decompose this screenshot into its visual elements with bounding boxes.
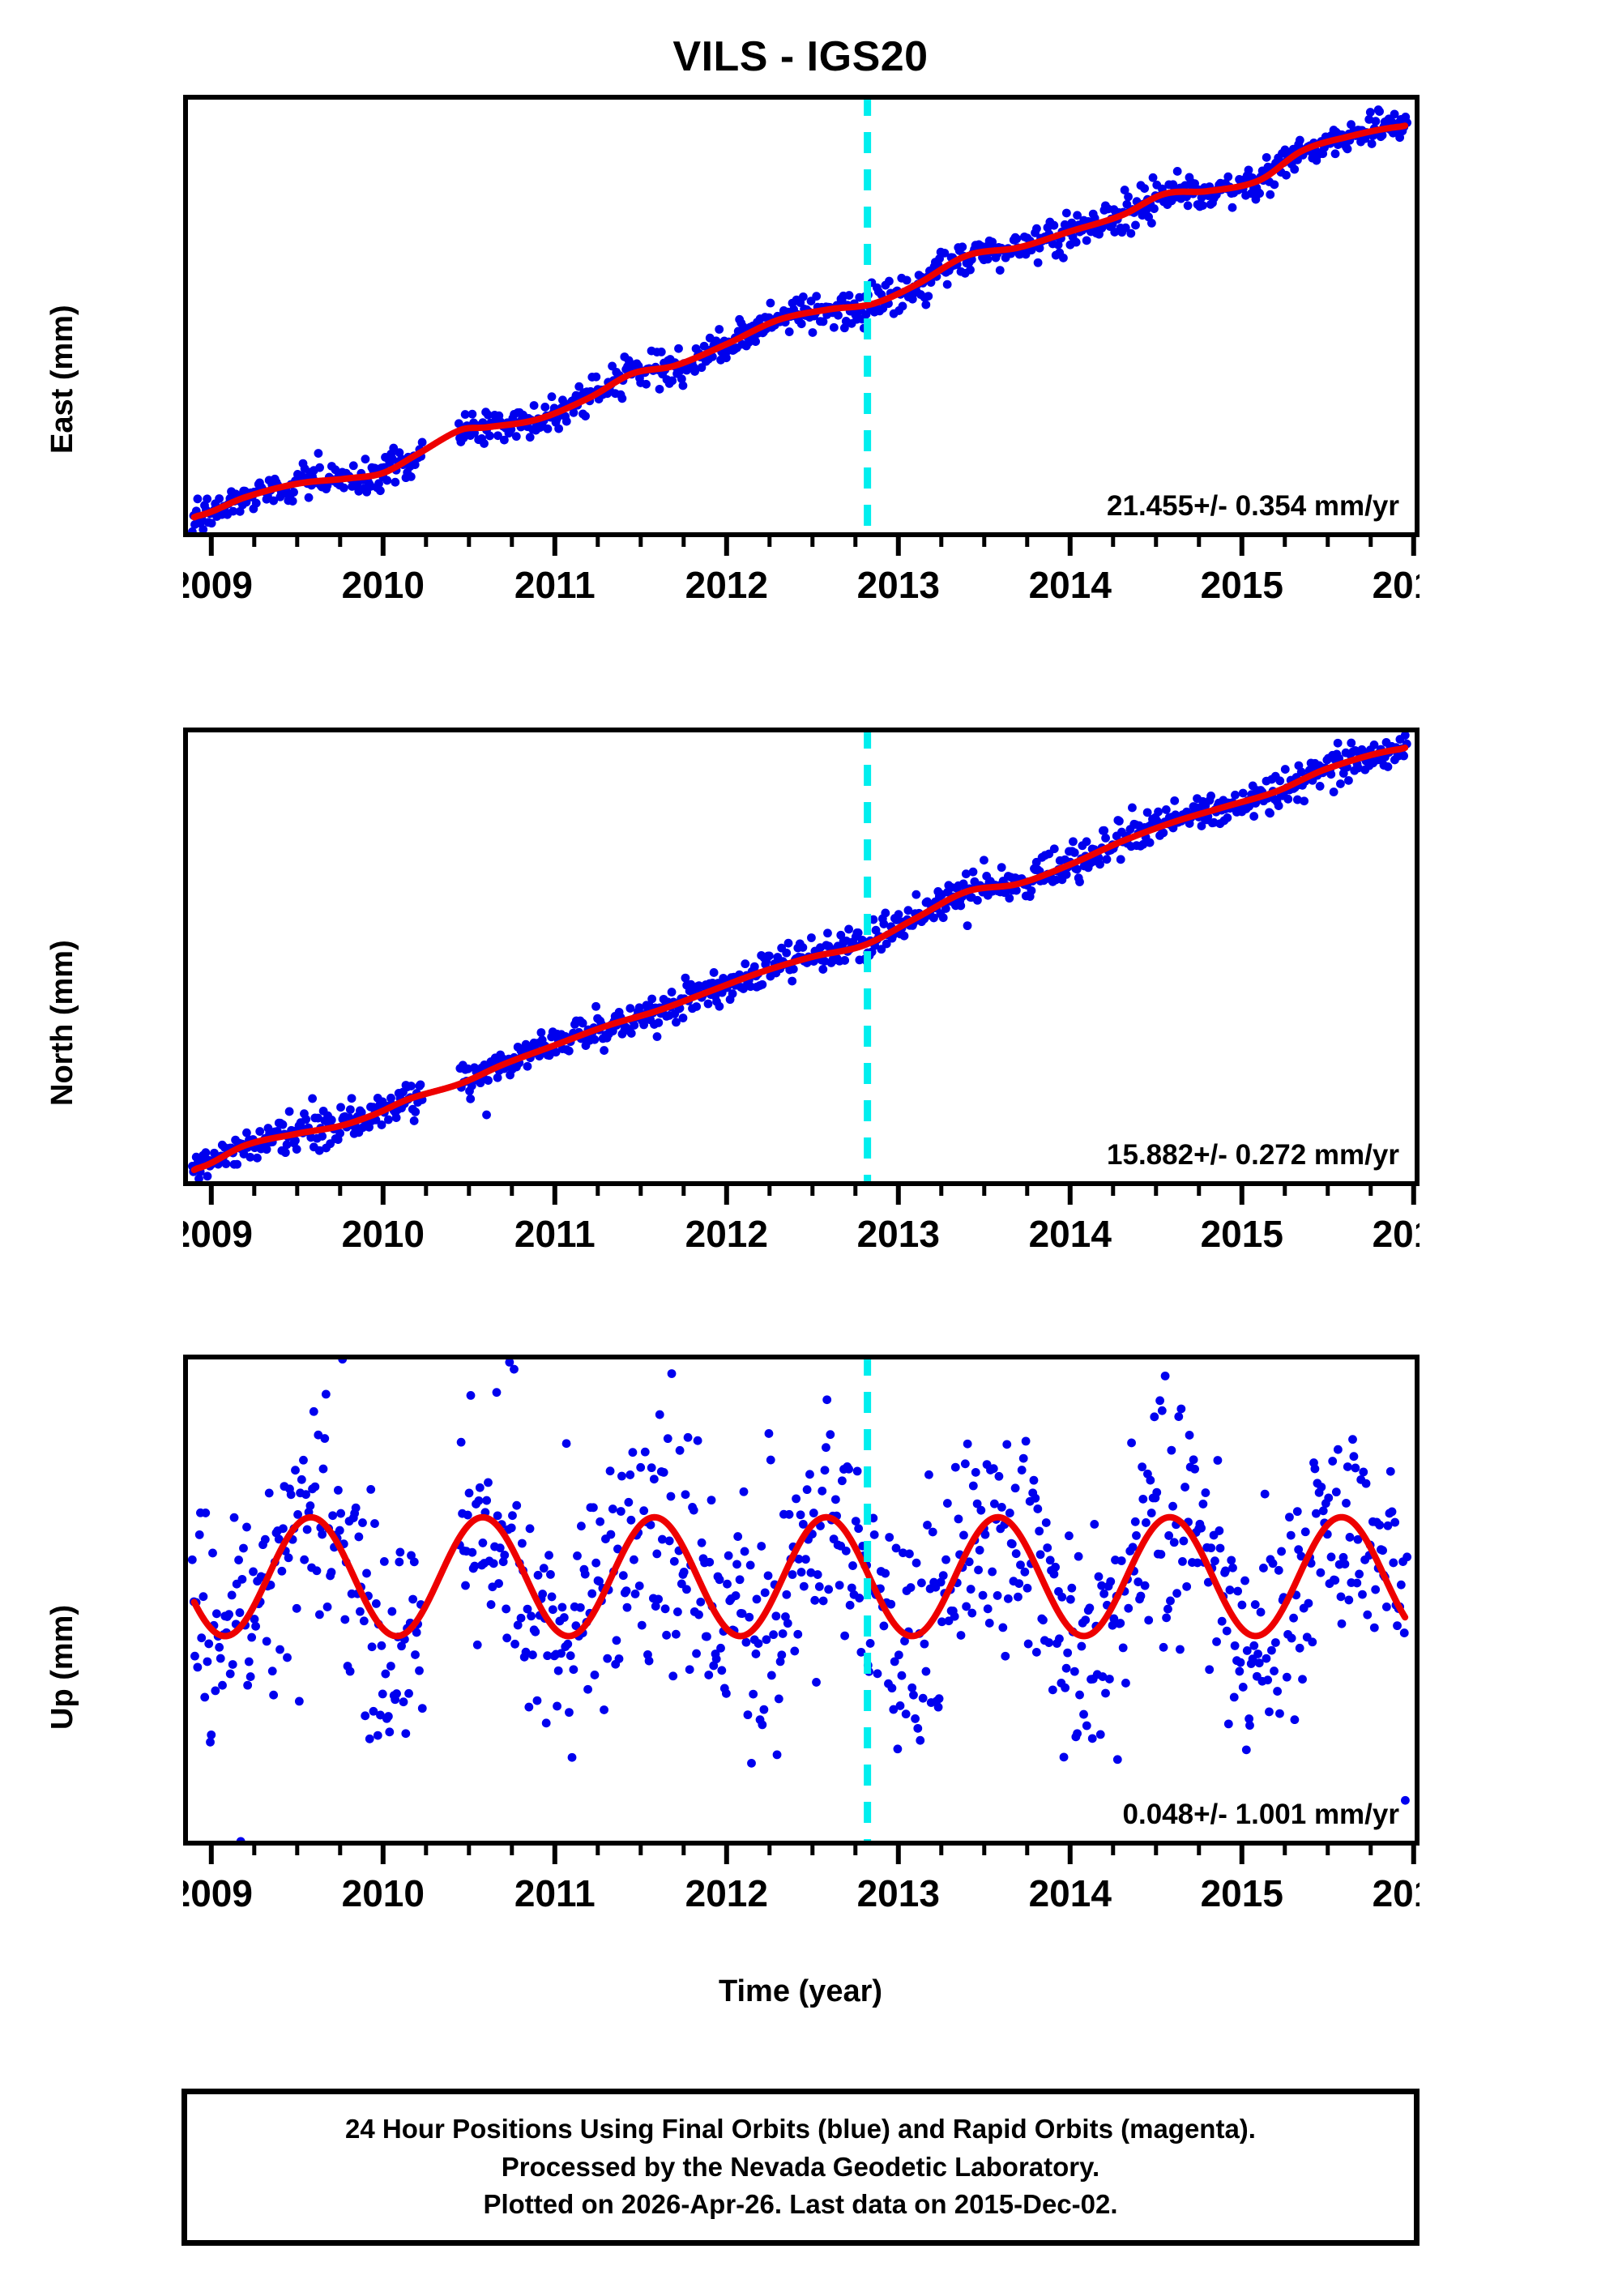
x-tick-label: 2009 — [183, 1213, 253, 1253]
plot-frame-up — [183, 1355, 1420, 1846]
rate-annotation-east: 21.455+/- 0.354 mm/yr — [1107, 490, 1399, 522]
x-tick-label: 2015 — [1201, 1872, 1283, 1912]
x-tick-label: 2015 — [1201, 1213, 1283, 1253]
rate-annotation-up: 0.048+/- 1.001 mm/yr — [1123, 1799, 1400, 1830]
footer-caption-box: 24 Hour Positions Using Final Orbits (bl… — [181, 2089, 1420, 2246]
x-tick-label: 2014 — [1029, 1213, 1112, 1253]
up-y-axis-label: Up (mm) — [45, 1604, 79, 1730]
model-curve-east — [190, 122, 1409, 521]
model-curve-north — [190, 745, 1409, 1174]
panel-north: 40200−20−40−6020092010201120122013201420… — [183, 728, 1420, 1253]
up-plot-area[interactable]: 20100−10−2020092010201120122013201420152… — [183, 1355, 1420, 1912]
x-axis-label: Time (year) — [718, 1974, 883, 2008]
plot-background — [186, 1357, 1417, 1843]
x-tick-label: 2010 — [342, 1213, 425, 1253]
x-tick-label: 2013 — [857, 1213, 940, 1253]
north-y-axis-label: North (mm) — [45, 940, 79, 1106]
x-tick-label: 2014 — [1029, 1872, 1112, 1912]
footer-line-processor: Processed by the Nevada Geodetic Laborat… — [501, 2151, 1100, 2182]
x-tick-label: 2012 — [685, 1213, 768, 1253]
x-tick-label: 2013 — [857, 564, 940, 604]
x-tick-label: 2012 — [685, 1872, 768, 1912]
north-plot-area[interactable]: 40200−20−40−6020092010201120122013201420… — [183, 728, 1420, 1253]
panel-east: 60300−30−6020092010201120122013201420152… — [183, 95, 1420, 604]
x-tick-label: 2011 — [514, 1213, 596, 1253]
footer-line-orbits: 24 Hour Positions Using Final Orbits (bl… — [345, 2113, 1256, 2144]
x-tick-label: 2014 — [1029, 564, 1112, 604]
x-tick-label: 2010 — [342, 1872, 425, 1912]
east-y-axis-label: East (mm) — [45, 305, 79, 454]
rate-annotation-north: 15.882+/- 0.272 mm/yr — [1107, 1139, 1399, 1171]
x-tick-label: 2010 — [342, 564, 425, 604]
x-tick-label: 2016 — [1373, 1213, 1420, 1253]
x-tick-label: 2009 — [183, 1872, 253, 1912]
footer-line-dates: Plotted on 2026-Apr-26. Last data on 201… — [483, 2189, 1118, 2220]
x-tick-label: 2012 — [685, 564, 768, 604]
figure-title: VILS - IGS20 — [672, 33, 929, 80]
x-tick-label: 2013 — [857, 1872, 940, 1912]
plot-frame-north — [183, 728, 1420, 1186]
x-tick-label: 2011 — [514, 564, 596, 604]
x-tick-label: 2015 — [1201, 564, 1283, 604]
panel-up: 20100−10−2020092010201120122013201420152… — [183, 1355, 1420, 1912]
east-plot-area[interactable]: 60300−30−6020092010201120122013201420152… — [183, 95, 1420, 604]
x-tick-label: 2009 — [183, 564, 253, 604]
x-tick-label: 2016 — [1373, 564, 1420, 604]
plot-frame-east — [183, 95, 1420, 537]
x-tick-label: 2011 — [514, 1872, 596, 1912]
model-curve-up — [190, 1513, 1409, 1640]
x-tick-label: 2016 — [1373, 1872, 1420, 1912]
